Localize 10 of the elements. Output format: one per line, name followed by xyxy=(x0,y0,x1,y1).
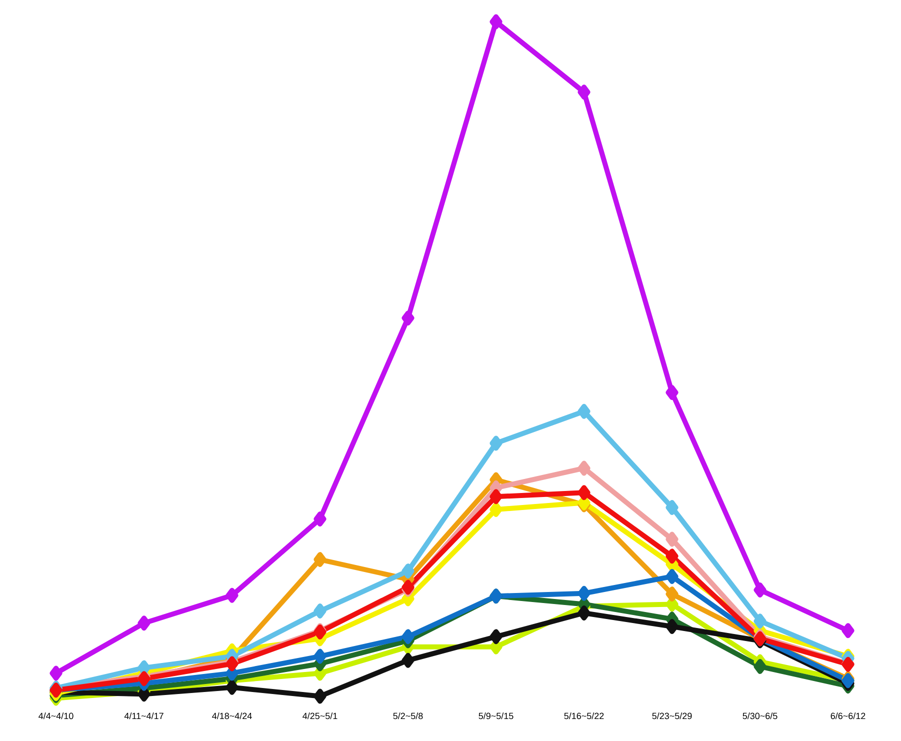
x-tick-label: 4/18~4/24 xyxy=(212,712,252,720)
x-tick-label: 4/11~4/17 xyxy=(124,712,164,720)
x-tick-label: 5/16~5/22 xyxy=(564,712,604,720)
x-tick-label: 5/2~5/8 xyxy=(393,712,423,720)
x-tick-label: 4/25~5/1 xyxy=(302,712,338,720)
x-tick-label: 6/6~6/12 xyxy=(830,712,866,720)
x-tick-label: 5/23~5/29 xyxy=(652,712,692,720)
x-tick-label: 5/30~6/5 xyxy=(742,712,778,720)
x-tick-label: 4/4~4/10 xyxy=(38,712,74,720)
x-tick-label: 5/9~5/15 xyxy=(478,712,514,720)
